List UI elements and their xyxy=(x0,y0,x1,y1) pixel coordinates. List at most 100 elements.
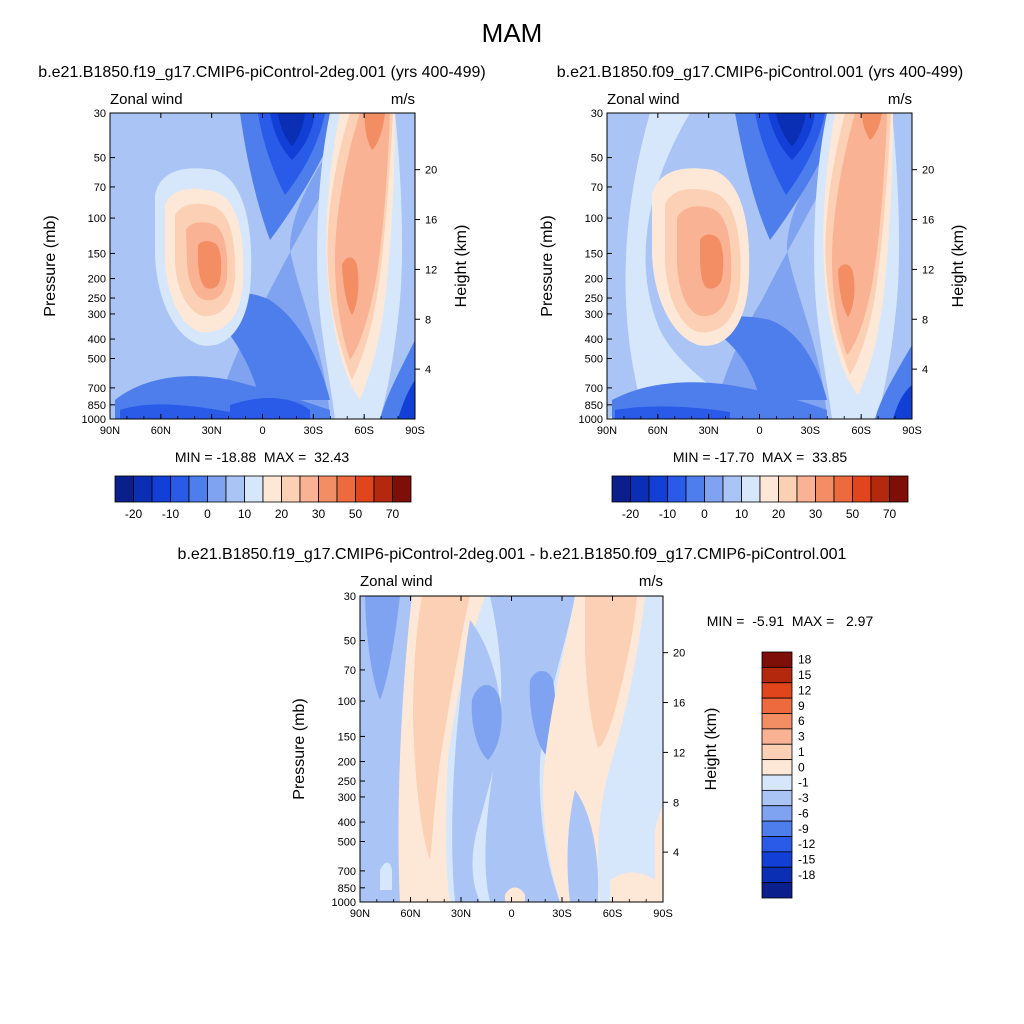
y-tick-label: 70 xyxy=(344,665,356,677)
y-tick-label: 50 xyxy=(344,636,356,648)
y2-tick-label: 8 xyxy=(673,797,679,809)
x-tick-label: 30N xyxy=(451,908,471,920)
panel-3-ylabel: Pressure (mb) xyxy=(291,698,308,799)
colorbar-label: -10 xyxy=(162,507,180,521)
colorbar-swatch xyxy=(761,759,793,776)
x-tick-label: 90N xyxy=(350,908,370,920)
colorbar-label: 70 xyxy=(386,507,400,521)
x-tick-label: 90S xyxy=(405,425,425,437)
panel-1-axes: 90N 60N 30N 0 30S 60S 90S 30 50 70 100 150 200 250 300… xyxy=(82,108,438,437)
y-tick-label: 100 xyxy=(338,696,356,708)
y2-tick-label: 12 xyxy=(673,747,685,759)
colorbar-swatch xyxy=(761,882,793,899)
y-tick-label: 850 xyxy=(585,400,603,412)
colorbar-swatch xyxy=(778,475,798,503)
panel-3-y2label: Height (km) xyxy=(703,708,720,791)
x-tick-label: 60N xyxy=(151,425,171,437)
x-tick-label: 30S xyxy=(801,425,821,437)
panel-2-axes: 90N 60N 30N 0 30S 60S 90S 30 50 70 100 150 200 250 300… xyxy=(579,108,935,437)
colorbar-swatch xyxy=(852,475,872,503)
panel-3-contour-field xyxy=(360,596,663,902)
y-tick-label: 400 xyxy=(585,334,603,346)
y2-tick-label: 8 xyxy=(922,314,928,326)
y-tick-label: 500 xyxy=(338,837,356,849)
colorbar-swatch xyxy=(648,475,668,503)
colorbar-label: 70 xyxy=(883,507,897,521)
colorbar-swatch xyxy=(318,475,338,503)
y2-tick-label: 16 xyxy=(673,698,685,710)
colorbar-label: 50 xyxy=(846,507,860,521)
colorbar-label: 10 xyxy=(238,507,252,521)
colorbar-label: 50 xyxy=(349,507,363,521)
x-tick-label: 60S xyxy=(851,425,871,437)
colorbar-swatch xyxy=(761,666,793,684)
y-tick-label: 700 xyxy=(585,383,603,395)
x-tick-label: 0 xyxy=(756,425,762,437)
colorbar-label: -9 xyxy=(798,822,809,836)
y-tick-label: 400 xyxy=(88,334,106,346)
colorbar-swatch xyxy=(761,682,793,699)
y-tick-label: 300 xyxy=(585,309,603,321)
y2-tick-label: 16 xyxy=(922,215,934,227)
colorbar-label: -20 xyxy=(125,507,143,521)
colorbar-swatch xyxy=(225,475,245,503)
colorbar-label: -3 xyxy=(798,791,809,805)
colorbar-swatch xyxy=(870,475,890,503)
y-tick-label: 70 xyxy=(591,182,603,194)
page-title: MAM xyxy=(482,18,543,48)
panel-1-units-label: m/s xyxy=(391,91,415,108)
colorbar-label: 9 xyxy=(798,699,805,713)
panel-1-min-max: MIN = -18.88 MAX = 32.43 xyxy=(175,449,350,465)
y-tick-label: 100 xyxy=(585,213,603,225)
colorbar-label: -1 xyxy=(798,776,809,790)
y-tick-label: 30 xyxy=(344,591,356,603)
colorbar-swatch xyxy=(188,475,208,503)
panel-3-title: b.e21.B1850.f19_g17.CMIP6-piControl-2deg… xyxy=(178,546,847,563)
x-tick-label: 30S xyxy=(304,425,324,437)
colorbar-swatch xyxy=(761,713,793,730)
colorbar-label: -15 xyxy=(798,853,816,867)
y-tick-label: 50 xyxy=(591,153,603,165)
colorbar-label: 1 xyxy=(798,745,805,759)
colorbar-swatch xyxy=(761,789,793,807)
y-tick-label: 300 xyxy=(338,792,356,804)
y-tick-label: 250 xyxy=(338,776,356,788)
panel-3-units-label: m/s xyxy=(639,573,663,590)
y-tick-label: 200 xyxy=(338,757,356,769)
colorbar-label: -6 xyxy=(798,806,809,820)
panel-3: b.e21.B1850.f19_g17.CMIP6-piControl-2deg… xyxy=(178,546,874,920)
colorbar-swatch xyxy=(170,475,190,503)
x-tick-label: 90N xyxy=(100,425,120,437)
colorbar-swatch xyxy=(685,475,705,503)
panel-1: b.e21.B1850.f19_g17.CMIP6-piControl-2deg… xyxy=(38,64,485,521)
panel-2-left-label: Zonal wind xyxy=(607,91,680,108)
panel-2-units-label: m/s xyxy=(888,91,912,108)
panel-2-ylabel: Pressure (mb) xyxy=(539,215,556,316)
colorbar-label: 20 xyxy=(772,507,786,521)
y-tick-label: 400 xyxy=(338,817,356,829)
y2-tick-label: 16 xyxy=(425,215,437,227)
y-tick-label: 700 xyxy=(338,866,356,878)
colorbar-label: -18 xyxy=(798,868,816,882)
y-tick-label: 70 xyxy=(94,182,106,194)
colorbar-swatch xyxy=(281,475,301,503)
colorbar-label: 0 xyxy=(798,760,805,774)
colorbar-swatch xyxy=(761,836,793,853)
panel-2: b.e21.B1850.f09_g17.CMIP6-piControl.001 … xyxy=(539,64,967,521)
y-tick-label: 50 xyxy=(94,153,106,165)
y-tick-label: 100 xyxy=(88,213,106,225)
y-tick-label: 500 xyxy=(585,354,603,366)
colorbar-swatch xyxy=(761,851,793,868)
colorbar-label: 3 xyxy=(798,730,805,744)
x-tick-label: 60S xyxy=(354,425,374,437)
y-tick-label: 700 xyxy=(88,383,106,395)
panel-1-colorbar: -20 -10 0 10 20 30 50 70 xyxy=(114,475,412,521)
colorbar-label: 0 xyxy=(701,507,708,521)
colorbar-label: 20 xyxy=(275,507,289,521)
y-tick-label: 200 xyxy=(88,274,106,286)
colorbar-swatch xyxy=(741,475,761,503)
y-tick-label: 30 xyxy=(94,108,106,120)
y2-tick-label: 20 xyxy=(673,648,685,660)
